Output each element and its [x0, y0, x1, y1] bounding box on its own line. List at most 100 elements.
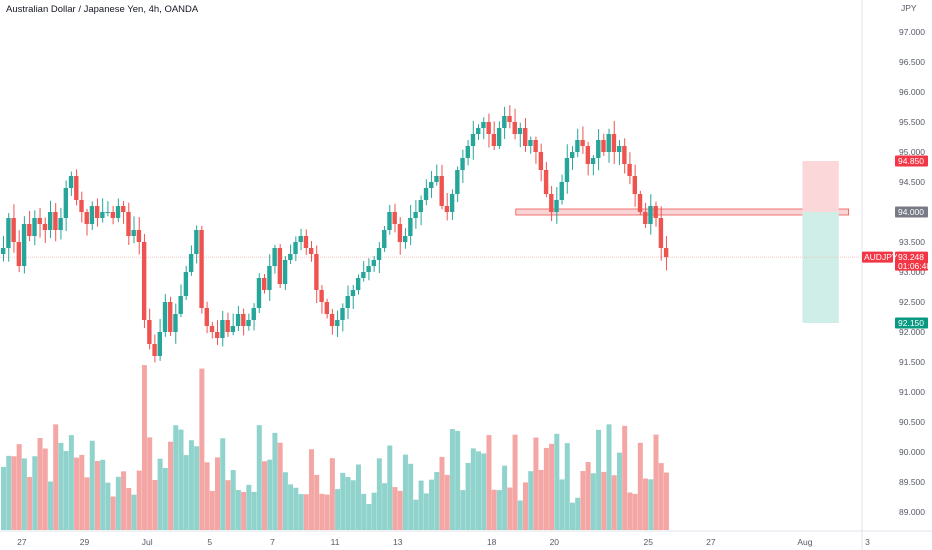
candle-body	[105, 212, 110, 213]
volume-bar	[528, 471, 534, 530]
volume-bar	[543, 447, 549, 530]
candle-body	[262, 278, 267, 290]
candle-body	[376, 248, 382, 260]
candle-body	[58, 218, 63, 230]
volume-bar	[622, 425, 628, 530]
volume-bar	[84, 477, 90, 530]
volume-bar	[663, 472, 669, 530]
candle-body	[319, 290, 324, 302]
candle-body	[413, 212, 418, 218]
volume-bar	[387, 445, 393, 530]
candle-body	[53, 212, 58, 230]
volume-bar	[324, 494, 330, 530]
last-price-tag-countdown: 01:06:48	[898, 261, 931, 271]
volume-bar	[590, 473, 596, 530]
volume-bar	[115, 476, 121, 530]
candle-body	[564, 158, 570, 182]
candle-body	[63, 188, 69, 218]
volume-bar	[382, 483, 388, 530]
resistance-zone	[515, 208, 850, 216]
volume-bar	[361, 493, 367, 530]
candle-body	[329, 314, 335, 326]
symbol-tag-bg	[862, 251, 893, 263]
target-price-tag: 92.150	[898, 318, 924, 328]
candle-body	[606, 134, 611, 152]
candle-body	[288, 254, 293, 260]
resistance-price-tag: 94.000	[898, 207, 924, 217]
volume-bar	[277, 442, 283, 530]
volume-bar	[371, 492, 377, 530]
volume-bar	[345, 477, 351, 530]
time-tick-label: 3	[865, 537, 870, 547]
candlesticks	[1, 105, 669, 363]
candle-body	[512, 122, 517, 134]
volume-bar	[131, 494, 137, 530]
candle-body	[100, 212, 105, 218]
volume-bar	[481, 453, 487, 530]
volume-bar	[366, 503, 372, 530]
volume-bar	[100, 459, 106, 530]
volume-bar	[105, 482, 111, 530]
price-tick-label: 89.500	[899, 477, 925, 487]
volume-bar	[94, 461, 100, 530]
volume-bar	[643, 478, 649, 530]
candle-body	[215, 332, 220, 338]
candle-body	[658, 218, 664, 248]
candle-body	[42, 224, 48, 230]
candle-body	[507, 116, 512, 122]
volume-bar	[141, 365, 147, 530]
candle-body	[523, 128, 528, 146]
candle-body	[575, 140, 580, 152]
volume-bar	[423, 493, 429, 530]
price-tick-label: 92.000	[899, 327, 925, 337]
volume-bar	[37, 437, 43, 530]
volume-bar	[110, 496, 116, 530]
candle-body	[298, 236, 303, 242]
volume-bar	[256, 425, 262, 530]
volume-bar	[121, 471, 127, 530]
volume-bar	[235, 490, 241, 530]
candle-body	[496, 128, 502, 146]
candle-body	[115, 206, 121, 218]
volume-bar	[32, 456, 38, 530]
price-tick-label: 94.500	[899, 177, 925, 187]
candle-body	[528, 140, 533, 146]
candle-body	[37, 218, 42, 224]
candle-body	[601, 140, 606, 152]
candle-body	[121, 206, 126, 212]
volume-bar	[397, 490, 403, 530]
volume-bar	[58, 442, 64, 530]
candle-body	[355, 278, 361, 290]
candle-body	[152, 344, 157, 356]
volume-bar	[157, 458, 163, 530]
volume-bar	[74, 457, 80, 530]
candle-body	[632, 176, 638, 194]
candle-body	[168, 302, 173, 332]
volume-bar	[596, 429, 602, 530]
price-tick-label: 93.500	[899, 237, 925, 247]
volume-bar	[53, 424, 59, 530]
candle-body	[47, 212, 53, 230]
volume-bar	[303, 494, 309, 530]
volume-bar	[282, 472, 288, 530]
candle-body	[282, 260, 288, 284]
candle-body	[308, 248, 314, 254]
stop-price-tag-bg	[895, 155, 928, 167]
candle-body	[204, 308, 209, 326]
volume-bar	[470, 448, 476, 530]
candle-body	[559, 182, 564, 200]
drawing-shapes	[0, 161, 862, 323]
volume-bar	[476, 451, 482, 530]
volume-bar	[653, 434, 659, 530]
volume-bar	[637, 442, 643, 530]
candle-body	[27, 224, 32, 236]
time-tick-label: 18	[487, 537, 497, 547]
chart-title: Australian Dollar / Japanese Yen, 4h, OA…	[6, 4, 199, 15]
volume-bar	[42, 448, 48, 530]
candle-body	[183, 272, 189, 296]
volume-bar	[89, 440, 95, 530]
candle-body	[267, 266, 272, 290]
candle-body	[277, 248, 283, 284]
symbol-tag: AUDJPY	[864, 252, 898, 262]
